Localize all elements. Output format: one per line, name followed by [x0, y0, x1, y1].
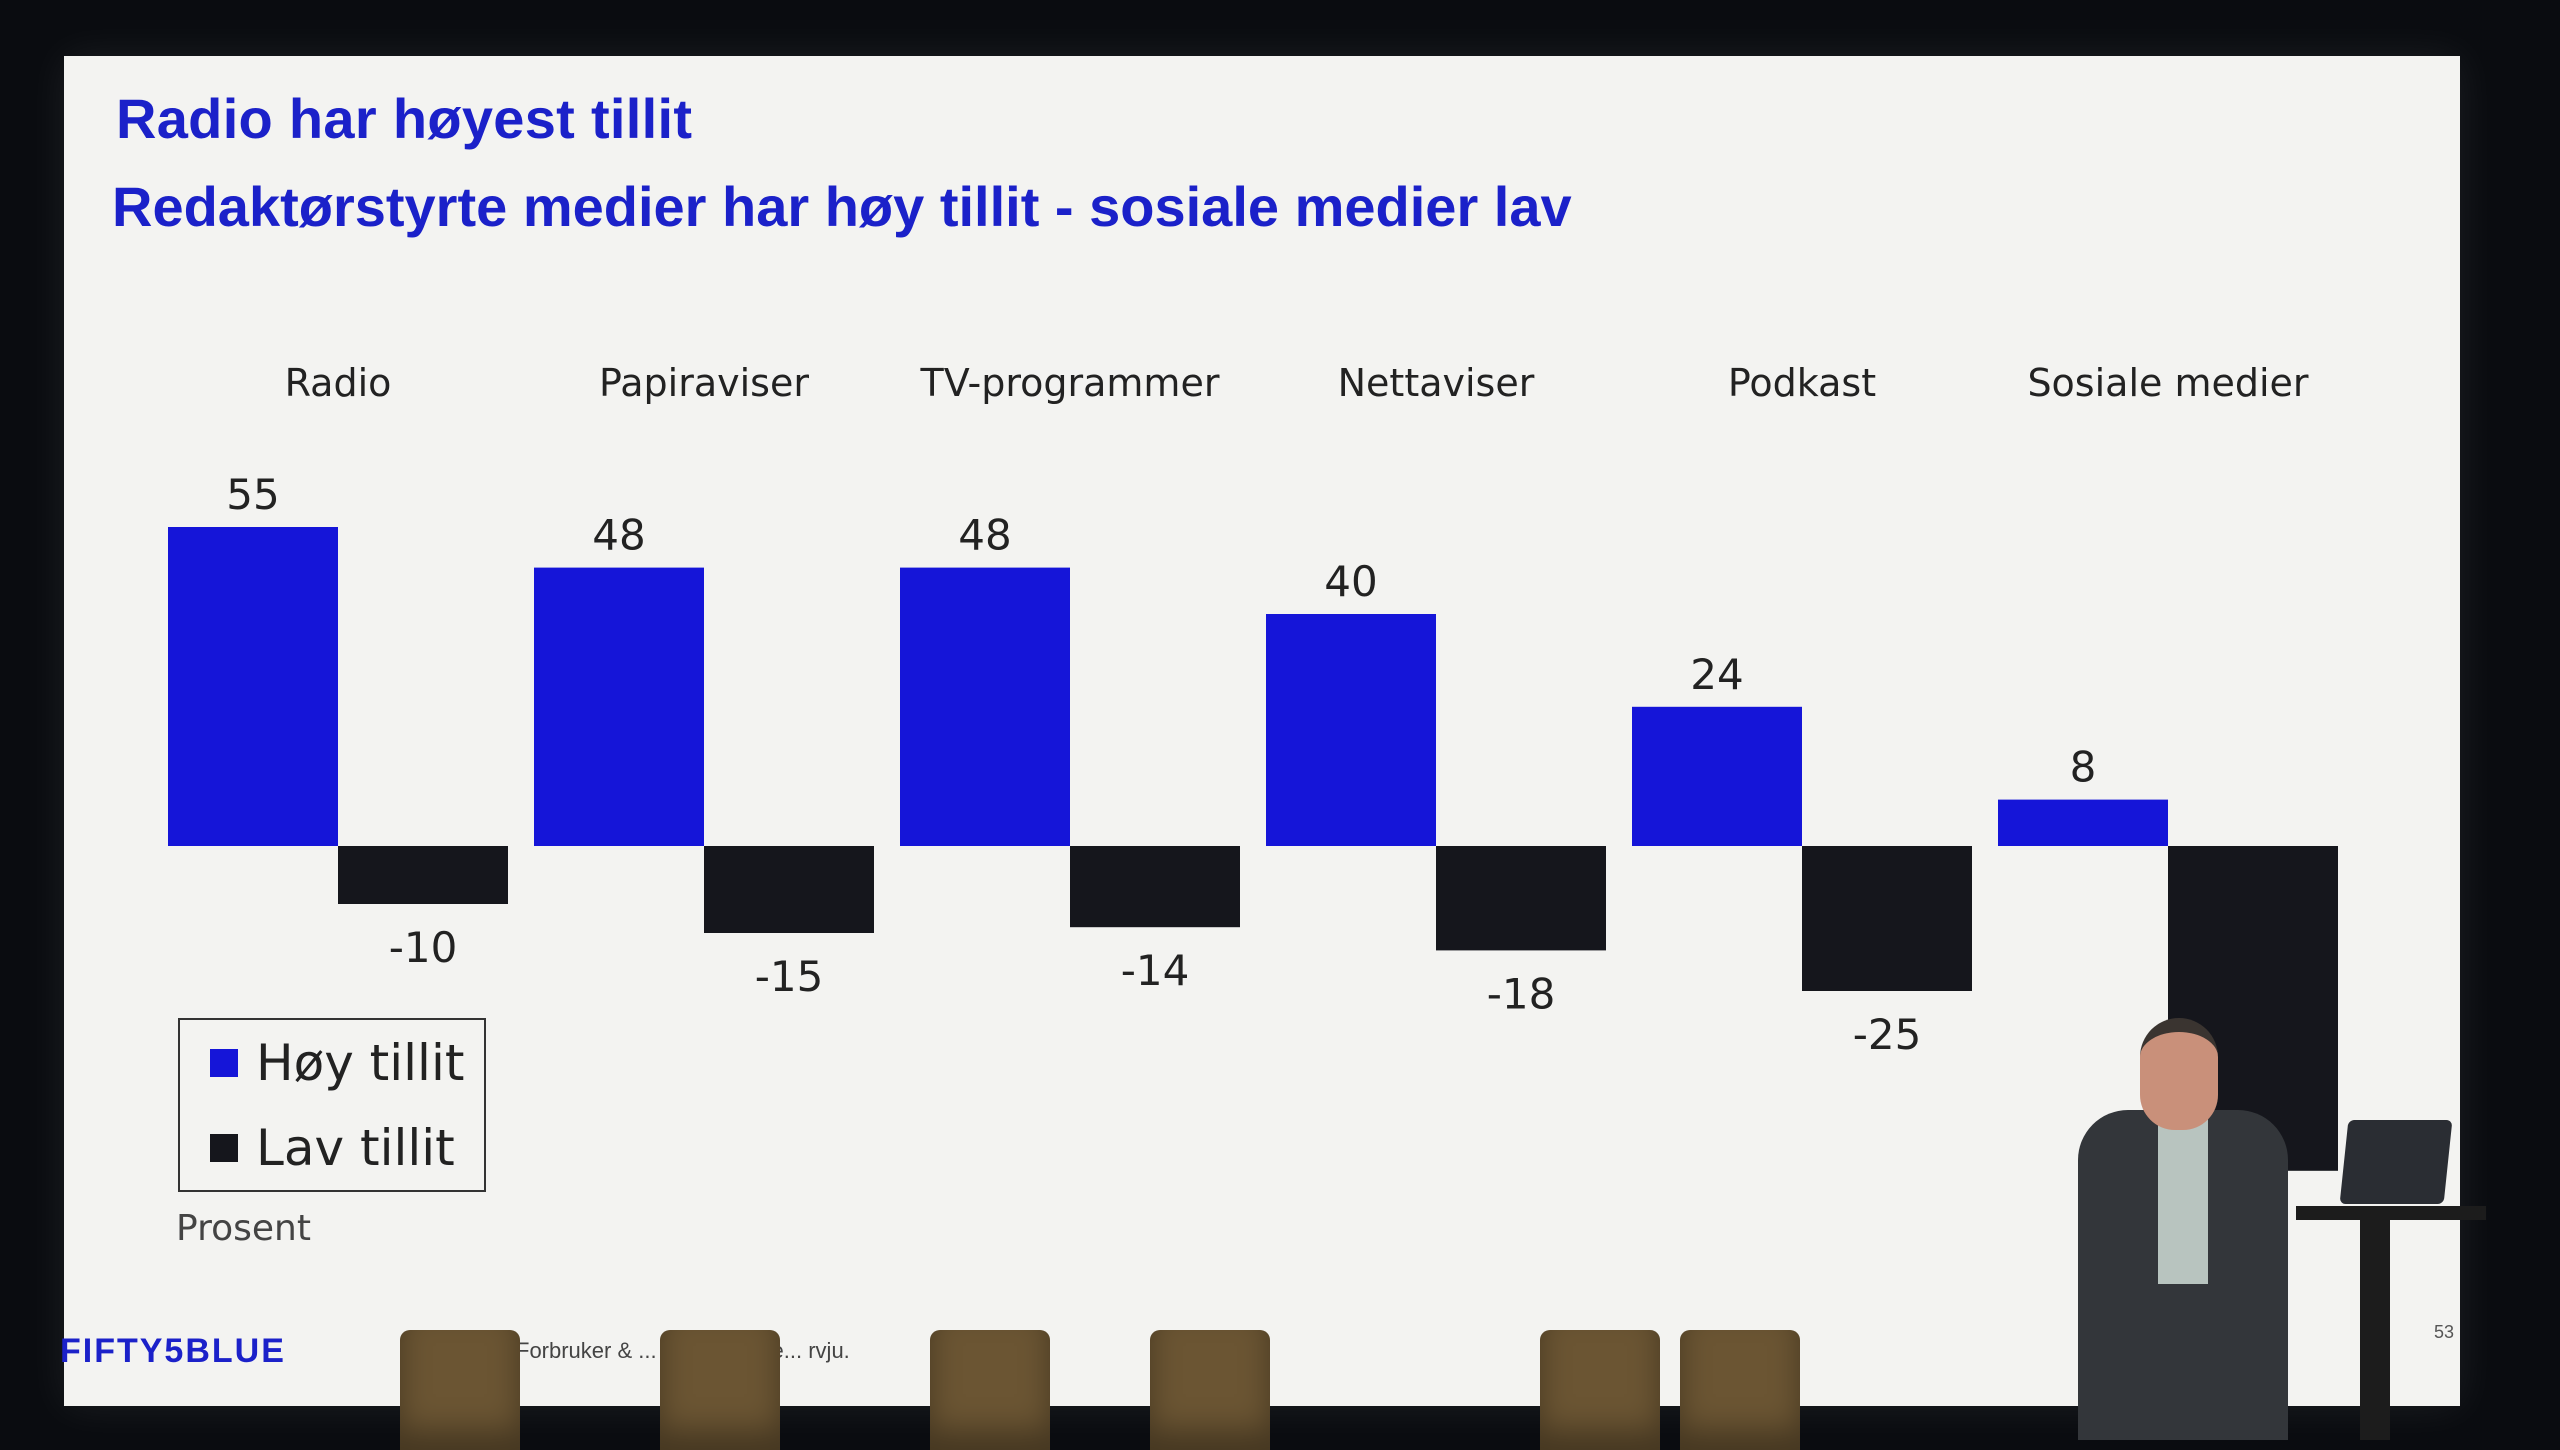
data-label-high: 40: [1324, 557, 1377, 606]
legend-item-high: Høy tillit: [180, 1020, 484, 1105]
data-label-low: -14: [1121, 946, 1190, 995]
slide-subtitle: Redaktørstyrte medier har høy tillit - s…: [112, 175, 1572, 238]
bar-high: [1266, 614, 1436, 846]
bar-low: [338, 846, 508, 904]
bar-low: [1802, 846, 1972, 991]
bar-high: [1632, 706, 1802, 846]
bar-high: [168, 527, 338, 846]
legend-label-low: Lav tillit: [256, 1118, 455, 1177]
chair: [400, 1330, 520, 1450]
data-label-low: -18: [1487, 969, 1556, 1018]
laptop: [2339, 1120, 2453, 1204]
data-label-high: 8: [2070, 743, 2097, 792]
data-label-low: -25: [1853, 1010, 1922, 1059]
data-label-high: 48: [592, 511, 645, 560]
data-label-low: -10: [389, 923, 458, 972]
lectern-top: [2296, 1206, 2486, 1220]
bar-low: [704, 846, 874, 933]
data-label-high: 55: [226, 470, 279, 519]
category-label: Podkast: [1728, 361, 1876, 405]
chair: [1680, 1330, 1800, 1450]
bar-low: [1436, 846, 1606, 951]
unit-label: Prosent: [176, 1208, 311, 1249]
category-label: Nettaviser: [1338, 361, 1535, 405]
chair: [1150, 1330, 1270, 1450]
lectern: [2296, 1206, 2486, 1440]
chair: [1540, 1330, 1660, 1450]
data-label-low: -15: [755, 952, 824, 1001]
legend-item-low: Lav tillit: [180, 1105, 484, 1190]
presenter: [2070, 1010, 2300, 1440]
legend-label-high: Høy tillit: [256, 1033, 465, 1092]
presenter-shirt: [2158, 1114, 2208, 1284]
brand-logo: FIFTY5BLUE: [60, 1332, 286, 1370]
category-label: Radio: [285, 361, 392, 405]
bar-high: [900, 567, 1070, 846]
bar-low: [1070, 846, 1240, 928]
chair: [930, 1330, 1050, 1450]
data-label-high: 48: [958, 511, 1011, 560]
data-label-high: 24: [1690, 650, 1743, 699]
category-label: TV-programmer: [920, 361, 1220, 405]
slide-title: Radio har høyest tillit: [116, 87, 693, 150]
chart-legend: Høy tillit Lav tillit: [178, 1018, 486, 1192]
chair: [660, 1330, 780, 1450]
lectern-pole: [2360, 1220, 2390, 1440]
presenter-head: [2140, 1018, 2218, 1130]
audience-chairs: [0, 1320, 2560, 1450]
category-label: Sosiale medier: [2027, 361, 2308, 405]
bar-high: [1998, 799, 2168, 846]
page-number: 53: [2434, 1322, 2455, 1342]
legend-swatch-low: [210, 1133, 238, 1162]
legend-swatch-high: [210, 1048, 238, 1077]
bar-high: [534, 567, 704, 846]
category-label: Papiraviser: [599, 361, 809, 405]
